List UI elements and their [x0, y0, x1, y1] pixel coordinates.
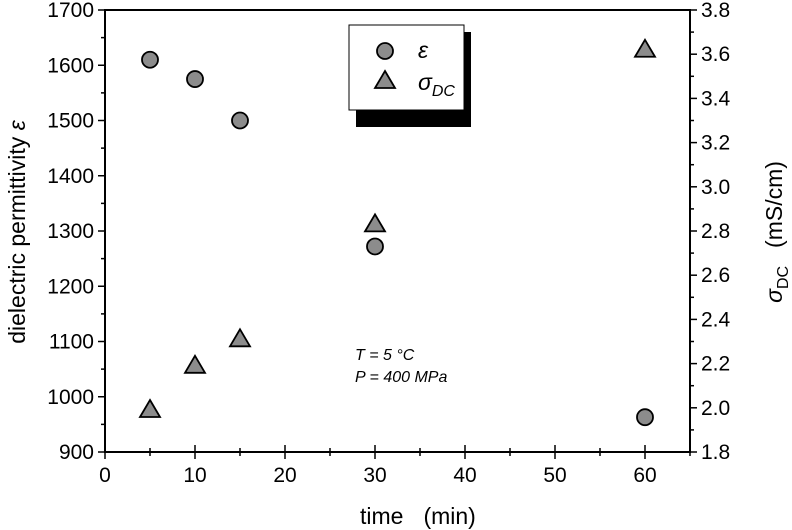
epsilon-data-point [366, 237, 384, 256]
sigma-data-point [228, 327, 252, 348]
legend-box [348, 24, 465, 111]
epsilon-data-point [636, 408, 654, 427]
y-right-tick-label: 3.4 [701, 87, 731, 110]
y-left-tick-label: 1400 [47, 165, 94, 188]
y-right-tick-label: 3.2 [701, 132, 730, 155]
legend-circle-icon [376, 42, 394, 60]
x-tick-label: 0 [99, 464, 111, 487]
legend: ε σDC [348, 24, 471, 127]
y-left-tick-label: 900 [59, 441, 94, 464]
legend-triangle-icon [373, 69, 397, 89]
data-points [138, 38, 657, 427]
y-right-tick-label: 3.8 [701, 0, 730, 22]
y-right-tick-label: 2.6 [701, 264, 730, 287]
annotation-pressure: P = 400 MPa [355, 369, 447, 386]
x-tick-label: 50 [543, 464, 566, 487]
sigma-data-point [633, 38, 657, 58]
y-right-tick-label: 3.0 [701, 176, 730, 199]
y-right-tick-label: 2.0 [701, 397, 730, 420]
y-axis-left-title: dielectric permittivity ε [4, 119, 30, 343]
y-left-tick-label: 1000 [47, 386, 94, 409]
x-axis-title: time (min) [360, 503, 476, 529]
x-tick-label: 10 [183, 464, 206, 487]
x-tick-label: 30 [363, 464, 386, 487]
condition-annotation: T = 5 °C P = 400 MPa [355, 347, 447, 386]
sigma-data-point [138, 398, 162, 418]
sigma-data-point [183, 354, 207, 374]
y-left-tick-label: 1700 [47, 0, 94, 22]
y-right-tick-label: 3.6 [701, 43, 730, 66]
sigma-data-point [363, 212, 387, 233]
y-left-tick-label: 1300 [47, 220, 94, 243]
y-left-tick-label: 1500 [47, 110, 94, 133]
legend-label-epsilon: ε [418, 37, 429, 63]
annotation-temperature: T = 5 °C [355, 347, 415, 364]
y-right-tick-label: 2.2 [701, 353, 730, 376]
axis-ticks: 0 10 20 30 40 50 60 900 1000 1100 1200 1300 1400 1500… [47, 0, 730, 487]
y-left-tick-label: 1600 [47, 54, 94, 77]
x-tick-label: 40 [453, 464, 476, 487]
y-axis-right-title: σDC(mS/cm) [761, 161, 792, 303]
epsilon-data-point [231, 111, 249, 130]
legend-label-sigma: σDC [418, 69, 455, 100]
epsilon-data-point [141, 50, 159, 69]
x-tick-label: 60 [633, 464, 656, 487]
y-left-tick-label: 1200 [47, 275, 94, 298]
y-left-tick-label: 1100 [49, 331, 94, 354]
epsilon-data-point [186, 70, 204, 88]
y-right-tick-label: 2.4 [701, 308, 731, 331]
x-tick-label: 20 [273, 464, 296, 487]
y-right-tick-label: 2.8 [701, 220, 730, 243]
y-right-tick-label: 1.8 [701, 441, 730, 464]
